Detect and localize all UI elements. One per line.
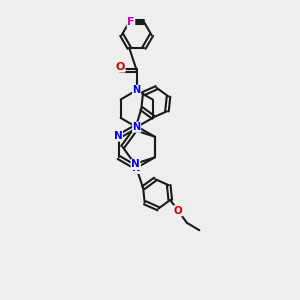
Text: N: N	[133, 122, 141, 132]
Text: O: O	[116, 62, 125, 72]
Text: F: F	[127, 17, 135, 27]
Text: O: O	[174, 206, 182, 216]
Text: N: N	[133, 85, 141, 95]
Text: N: N	[131, 160, 140, 170]
Text: N: N	[132, 164, 140, 173]
Text: N: N	[114, 131, 122, 141]
